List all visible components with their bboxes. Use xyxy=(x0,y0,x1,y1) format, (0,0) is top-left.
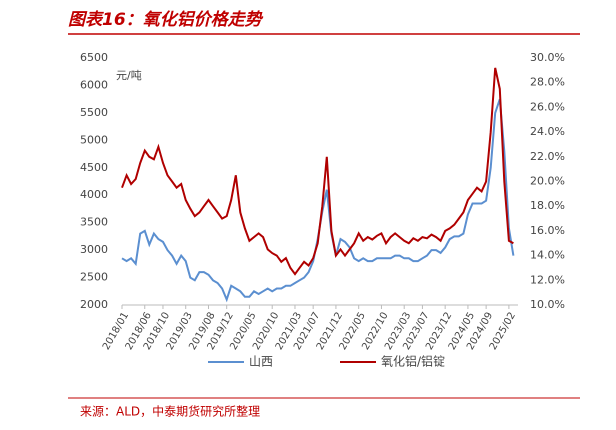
unit-label: 元/吨 xyxy=(116,69,142,82)
y-tick-label: 4500 xyxy=(80,161,108,174)
y2-tick-label: 28.0% xyxy=(530,76,565,89)
legend-label: 氧化铝/铝锭 xyxy=(381,354,445,369)
y2-tick-label: 20.0% xyxy=(530,175,565,188)
y2-tick-label: 14.0% xyxy=(530,249,565,262)
y2-tick-label: 10.0% xyxy=(530,298,565,311)
y2-tick-label: 22.0% xyxy=(530,150,565,163)
y-tick-label: 2500 xyxy=(80,271,108,284)
y2-tick-label: 30.0% xyxy=(530,51,565,64)
y2-tick-label: 18.0% xyxy=(530,199,565,212)
series-line xyxy=(121,67,514,276)
y2-tick-label: 24.0% xyxy=(530,125,565,138)
series-line xyxy=(121,98,515,303)
y-tick-label: 2000 xyxy=(80,298,108,311)
y-tick-label: 3000 xyxy=(80,243,108,256)
y-tick-label: 6000 xyxy=(80,78,108,91)
y-tick-label: 3500 xyxy=(80,216,108,229)
source: 来源：ALD，中泰期货研究所整理 xyxy=(80,404,260,419)
y2-tick-label: 26.0% xyxy=(530,100,565,113)
y-tick-label: 5000 xyxy=(80,133,108,146)
y-tick-label: 5500 xyxy=(80,106,108,119)
y-tick-label: 6500 xyxy=(80,51,108,64)
y-tick-label: 4000 xyxy=(80,188,108,201)
legend-label: 山西 xyxy=(249,355,273,369)
y2-tick-label: 16.0% xyxy=(530,224,565,237)
chart-title: 图表16：氧化铝价格走势 xyxy=(68,10,264,30)
y2-tick-label: 12.0% xyxy=(530,273,565,286)
